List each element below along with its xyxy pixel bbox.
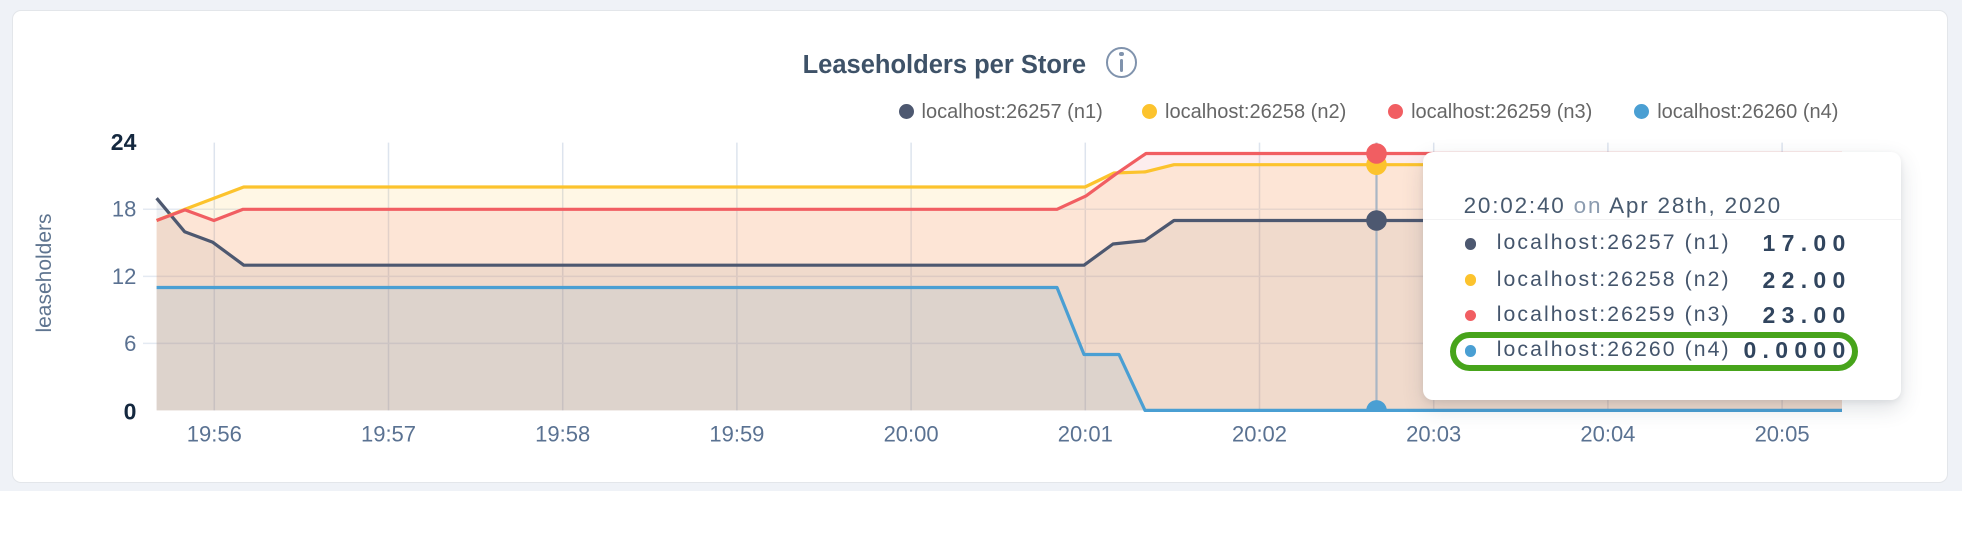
svg-text:0: 0 — [124, 398, 137, 424]
svg-text:20:03: 20:03 — [1406, 422, 1461, 447]
svg-text:19:59: 19:59 — [709, 422, 764, 447]
svg-text:24: 24 — [111, 129, 137, 155]
svg-text:20:02: 20:02 — [1232, 422, 1287, 447]
svg-text:20:00: 20:00 — [884, 422, 939, 447]
svg-text:20:05: 20:05 — [1755, 422, 1810, 447]
svg-text:19:57: 19:57 — [361, 422, 416, 447]
svg-text:leaseholders: leaseholders — [33, 213, 56, 332]
svg-text:12: 12 — [112, 264, 136, 289]
svg-text:19:56: 19:56 — [187, 422, 242, 447]
svg-text:20:01: 20:01 — [1058, 422, 1113, 447]
svg-text:6: 6 — [124, 331, 136, 356]
svg-text:18: 18 — [112, 197, 136, 222]
svg-text:20:04: 20:04 — [1580, 422, 1635, 447]
svg-text:19:58: 19:58 — [535, 422, 590, 447]
